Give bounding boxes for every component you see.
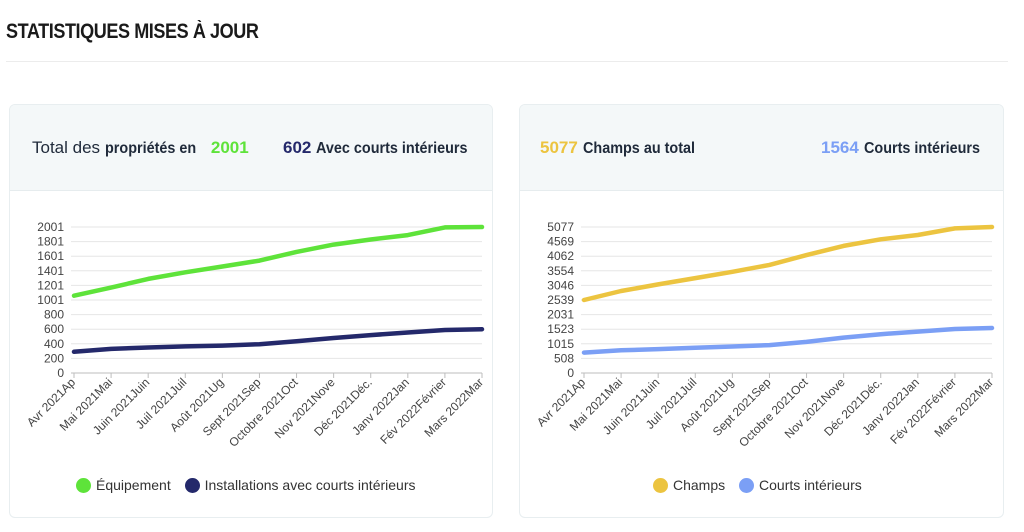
- x-tick-label: Fév 2022Février: [887, 375, 959, 447]
- series-line: [71, 326, 485, 355]
- y-tick-label: 800: [44, 308, 64, 322]
- y-tick-label: 1001: [37, 293, 64, 307]
- legend-label-indoor-courts: Courts intérieurs: [759, 477, 862, 493]
- total-fields-value: 5077: [540, 138, 578, 157]
- total-fields-text: 5077 Champs au total: [540, 138, 707, 158]
- page-title: STATISTIQUES MISES À JOUR: [6, 20, 259, 43]
- legend-label-equipment: Équipement: [96, 477, 171, 493]
- y-tick-label: 400: [44, 337, 64, 351]
- properties-card: Total des propriétés en 2001 602 Avec co…: [9, 104, 493, 518]
- y-tick-label: 3046: [547, 278, 574, 292]
- series-line: [581, 224, 995, 303]
- indoor-courts-value: 602: [283, 138, 312, 157]
- x-tick-label: Fév 2022Février: [377, 375, 449, 447]
- fields-card: 5077 Champs au total 1564 Courts intérie…: [519, 104, 1004, 518]
- legend-item-indoor-installations[interactable]: Installations avec courts intérieurs: [184, 477, 416, 493]
- indoor-fields-text: 1564 Courts intérieurs: [821, 138, 992, 158]
- legend-label-fields: Champs: [673, 477, 726, 493]
- total-properties-value: 2001: [210, 138, 249, 157]
- y-tick-label: 3554: [547, 264, 574, 278]
- y-tick-label: 5077: [547, 220, 574, 234]
- y-tick-label: 2001: [37, 220, 64, 234]
- y-tick-label: 0: [567, 366, 574, 380]
- y-tick-label: 0: [57, 366, 64, 380]
- y-tick-label: 1523: [547, 322, 574, 336]
- legend-swatch-fields: [653, 477, 668, 493]
- legend-swatch-equipment: [76, 477, 91, 493]
- legend-swatch-indoor-installations: [184, 477, 200, 493]
- total-properties-text: Total des propriétés en 2001: [32, 138, 249, 158]
- series-line: [581, 325, 995, 355]
- total-prefix-bold: propriétés en: [104, 140, 197, 157]
- series-line: [71, 224, 485, 298]
- fields-legend: Champs Courts intérieurs: [653, 477, 872, 496]
- y-tick-label: 1601: [37, 249, 64, 263]
- indoor-fields-label: Courts intérieurs: [863, 140, 980, 157]
- y-tick-label: 508: [554, 351, 574, 365]
- legend-item-equipment[interactable]: Équipement: [76, 477, 171, 493]
- y-tick-label: 4569: [547, 235, 574, 249]
- indoor-fields-value: 1564: [821, 138, 859, 157]
- y-tick-label: 600: [44, 322, 64, 336]
- total-prefix: Total des: [32, 138, 101, 157]
- y-tick-label: 2031: [547, 308, 574, 322]
- y-tick-label: 2539: [547, 293, 574, 307]
- y-tick-label: 1801: [37, 235, 64, 249]
- indoor-courts-text: 602 Avec courts intérieurs: [283, 138, 484, 158]
- title-divider: [6, 61, 1008, 62]
- legend-item-indoor-courts[interactable]: Courts intérieurs: [739, 477, 862, 493]
- indoor-courts-label: Avec courts intérieurs: [316, 140, 468, 157]
- y-tick-label: 200: [44, 351, 64, 365]
- total-fields-label: Champs au total: [582, 140, 695, 157]
- y-tick-label: 1015: [547, 337, 574, 351]
- fields-card-header: 5077 Champs au total 1564 Courts intérie…: [520, 105, 1003, 191]
- properties-card-header: Total des propriétés en 2001 602 Avec co…: [10, 105, 492, 191]
- legend-label-indoor-installations: Installations avec courts intérieurs: [204, 477, 416, 493]
- fields-line-chart: 5077456940623554304625392031152310155080…: [534, 220, 996, 450]
- legend-swatch-indoor-courts: [739, 477, 755, 493]
- y-tick-label: 1401: [37, 264, 64, 278]
- y-tick-label: 1201: [37, 278, 64, 292]
- properties-line-chart: 2001180116011401120110018006004002000Avr…: [24, 220, 486, 450]
- properties-legend: Équipement Installations avec courts int…: [76, 477, 425, 496]
- legend-item-fields[interactable]: Champs: [653, 477, 725, 493]
- y-tick-label: 4062: [547, 249, 574, 263]
